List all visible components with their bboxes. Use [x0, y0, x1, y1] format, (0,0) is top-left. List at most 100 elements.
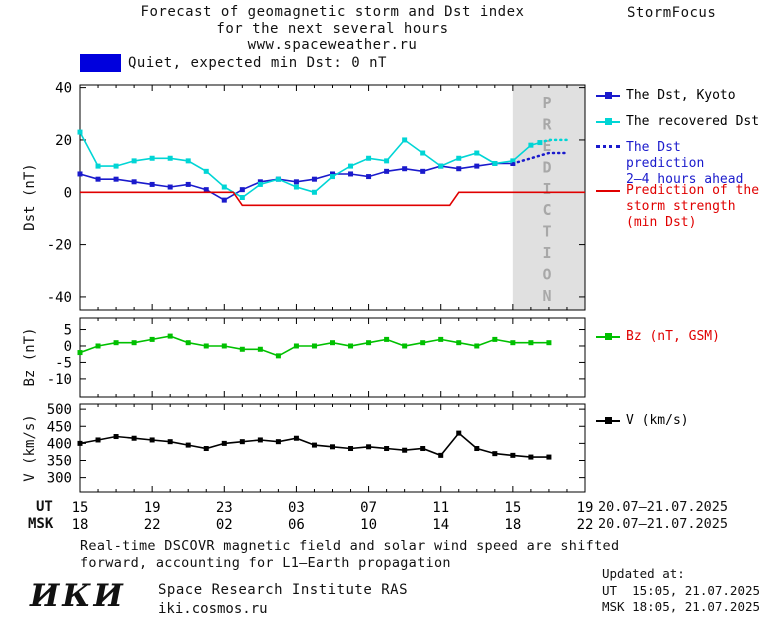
prediction-letter: T: [542, 223, 551, 241]
panel-frame-1: [79, 317, 586, 398]
black-square-marker: [605, 417, 612, 424]
data-point-marker: [348, 343, 354, 349]
data-point-marker: [257, 181, 263, 187]
data-point-marker: [402, 166, 408, 172]
data-point-marker: [185, 340, 191, 346]
legend-prediction-line2: 2–4 hours ahead: [626, 172, 744, 187]
data-point-marker: [528, 340, 534, 346]
data-point-marker: [167, 184, 173, 190]
legend-storm-marker: [596, 184, 622, 198]
data-point-marker: [330, 171, 335, 177]
y-tick-label: 450: [47, 419, 72, 435]
data-point-marker: [546, 340, 552, 346]
prediction-letter: P: [542, 94, 551, 112]
cyan-square-marker: [605, 118, 612, 125]
data-point-marker: [95, 437, 101, 443]
data-point-marker: [492, 336, 498, 342]
data-point-marker: [492, 451, 498, 457]
data-point-marker: [330, 340, 335, 346]
y-tick-label: 0: [64, 339, 72, 355]
ut-tick-label: 11: [432, 500, 449, 516]
data-point-marker: [95, 163, 101, 169]
data-point-marker: [221, 343, 227, 349]
iki-logo: ИКИ: [30, 578, 126, 614]
y-tick-label: 400: [47, 436, 72, 452]
data-point-marker: [113, 176, 119, 182]
prediction-letter: N: [542, 287, 551, 305]
data-point-marker: [420, 150, 426, 156]
data-point-marker: [456, 430, 462, 436]
data-point-marker: [311, 442, 317, 448]
legend-dst-prediction: The Dst prediction 2–4 hours ahead: [596, 140, 760, 188]
prediction-letter: C: [542, 201, 551, 219]
y-tick-label: 20: [55, 133, 72, 149]
series-the-recovered-dst: [79, 131, 541, 199]
page-title: Forecast of geomagnetic storm and Dst in…: [60, 4, 605, 54]
ut-tick-label: 03: [288, 500, 305, 516]
data-point-marker: [474, 163, 480, 169]
data-point-marker: [438, 336, 444, 342]
legend-bz: Bz (nT, GSM): [596, 329, 760, 345]
legend-dst-kyoto-label: The Dst, Kyoto: [626, 88, 736, 103]
data-point-marker: [438, 452, 444, 458]
status-color-swatch: [80, 54, 121, 72]
data-point-marker: [384, 336, 390, 342]
data-point-marker: [366, 174, 372, 180]
y-tick-label: -40: [47, 290, 72, 306]
institute-name: Space Research Institute RAS: [158, 582, 409, 598]
ut-tick-label: 07: [360, 500, 377, 516]
msk-tick-label: 10: [360, 517, 377, 533]
data-point-marker: [167, 155, 173, 161]
series-the-recovered-dst-prediction: [538, 138, 569, 144]
msk-tick-label: 06: [288, 517, 305, 533]
msk-tick-label: 18: [504, 517, 521, 533]
msk-tick-label: 22: [577, 517, 594, 533]
data-point-marker: [528, 142, 534, 148]
data-point-marker: [167, 333, 173, 339]
data-point-marker: [221, 440, 227, 446]
title-line-1: Forecast of geomagnetic storm and Dst in…: [140, 4, 525, 20]
data-point-marker: [474, 446, 480, 452]
data-point-marker: [275, 439, 281, 445]
legend-prediction-line1: The Dst prediction: [626, 140, 705, 171]
ut-tick-label: 23: [216, 500, 233, 516]
data-point-marker: [77, 350, 83, 356]
data-point-marker: [239, 187, 245, 193]
legend-storm-line2: storm strength: [626, 199, 736, 214]
legend-recovered-marker: [596, 115, 622, 129]
data-point-marker: [311, 343, 317, 349]
legend-v-marker: [596, 414, 622, 428]
data-point-marker: [474, 150, 480, 156]
data-point-marker: [257, 346, 263, 352]
y-tick-label: -10: [47, 372, 72, 388]
data-point-marker: [239, 439, 245, 445]
legend-v-label: V (km/s): [626, 413, 689, 428]
y-tick-label: 500: [47, 402, 72, 418]
y-tick-label: -5: [55, 355, 72, 371]
prediction-letter: R: [542, 115, 552, 133]
data-point-marker: [366, 444, 372, 450]
data-point-marker: [311, 189, 317, 195]
data-point-marker: [420, 168, 426, 174]
data-point-marker: [221, 197, 227, 203]
data-point-marker: [131, 435, 137, 441]
data-point-marker: [528, 454, 534, 460]
data-point-marker: [275, 176, 281, 182]
legend-bz-marker: [596, 330, 622, 344]
data-point-marker: [203, 168, 209, 174]
updated-at-label: Updated at:: [602, 566, 685, 581]
data-point-marker: [420, 340, 426, 346]
data-point-marker: [348, 446, 354, 452]
data-point-marker: [456, 155, 462, 161]
data-point-marker: [402, 447, 408, 453]
data-point-marker: [402, 343, 408, 349]
prediction-region: [512, 85, 585, 310]
prediction-letter: I: [542, 244, 551, 262]
panel-frame-0: [79, 84, 586, 311]
data-point-marker: [203, 446, 209, 452]
legend-recovered-label: The recovered Dst: [626, 114, 760, 129]
legend-bz-label: Bz (nT, GSM): [626, 329, 720, 344]
data-point-marker: [131, 179, 137, 185]
legend-storm-label: Prediction of the storm strength (min Ds…: [626, 183, 759, 231]
red-line-marker: [596, 190, 620, 192]
